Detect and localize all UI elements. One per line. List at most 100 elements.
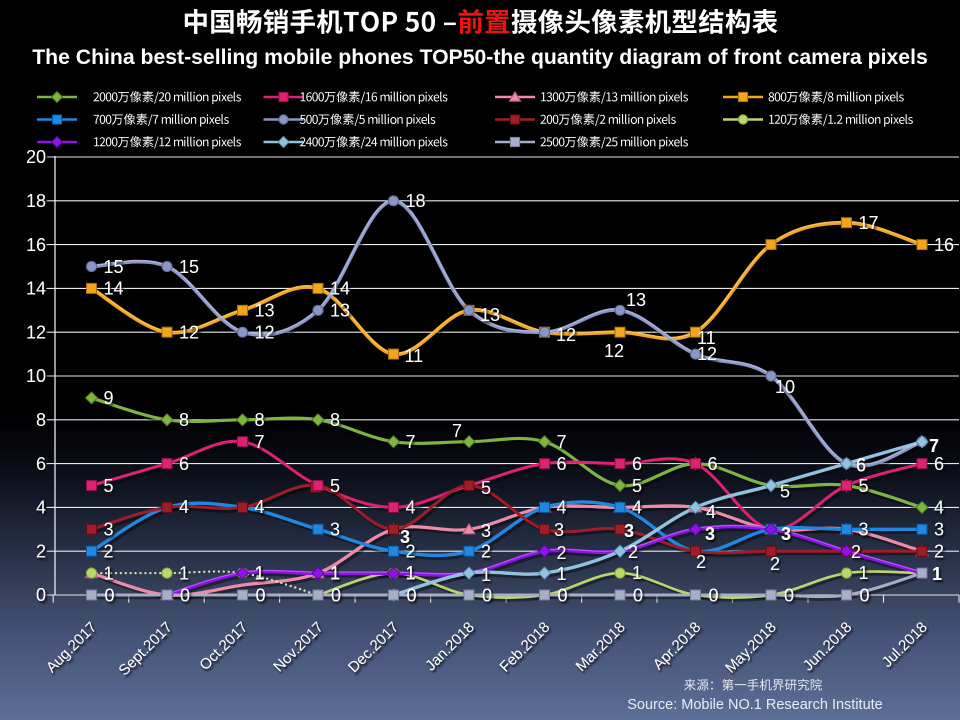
svg-text:0: 0 bbox=[180, 586, 190, 606]
svg-text:3: 3 bbox=[330, 520, 340, 540]
svg-text:3: 3 bbox=[859, 520, 869, 540]
svg-text:4: 4 bbox=[706, 502, 716, 522]
svg-text:12: 12 bbox=[26, 322, 46, 342]
svg-text:1: 1 bbox=[859, 563, 869, 583]
svg-text:6: 6 bbox=[934, 454, 944, 474]
svg-text:13: 13 bbox=[330, 301, 350, 321]
svg-text:1: 1 bbox=[932, 564, 942, 584]
svg-text:Jun.2018: Jun.2018 bbox=[800, 619, 856, 675]
svg-text:1: 1 bbox=[104, 563, 114, 583]
svg-text:3: 3 bbox=[400, 527, 410, 547]
svg-text:6: 6 bbox=[36, 454, 46, 474]
svg-text:10: 10 bbox=[775, 377, 795, 397]
svg-text:12: 12 bbox=[697, 344, 717, 364]
svg-text:5: 5 bbox=[859, 476, 869, 496]
svg-text:6: 6 bbox=[708, 454, 718, 474]
svg-text:3: 3 bbox=[781, 524, 791, 544]
svg-text:4: 4 bbox=[557, 498, 567, 518]
svg-text:2: 2 bbox=[696, 552, 706, 572]
svg-text:Oct.2017: Oct.2017 bbox=[196, 619, 251, 674]
svg-text:4: 4 bbox=[632, 498, 642, 518]
svg-text:12: 12 bbox=[556, 325, 576, 345]
svg-text:8: 8 bbox=[330, 410, 340, 430]
svg-text:3: 3 bbox=[554, 520, 564, 540]
svg-text:Aug.2017: Aug.2017 bbox=[43, 619, 100, 676]
svg-text:5: 5 bbox=[780, 482, 790, 502]
svg-text:6: 6 bbox=[632, 454, 642, 474]
svg-text:13: 13 bbox=[626, 290, 646, 310]
svg-text:1: 1 bbox=[406, 563, 416, 583]
svg-text:5: 5 bbox=[104, 476, 114, 496]
svg-text:2: 2 bbox=[557, 543, 567, 563]
svg-text:5: 5 bbox=[330, 476, 340, 496]
svg-text:1: 1 bbox=[330, 563, 340, 583]
svg-text:May.2018: May.2018 bbox=[722, 619, 780, 677]
svg-text:10: 10 bbox=[26, 366, 46, 386]
svg-text:13: 13 bbox=[480, 305, 500, 325]
svg-text:3: 3 bbox=[705, 524, 715, 544]
svg-text:Feb.2018: Feb.2018 bbox=[496, 619, 553, 676]
svg-text:4: 4 bbox=[406, 498, 416, 518]
svg-text:9: 9 bbox=[104, 388, 114, 408]
svg-text:0: 0 bbox=[482, 586, 492, 606]
svg-text:4: 4 bbox=[179, 497, 189, 517]
svg-text:20: 20 bbox=[26, 147, 46, 167]
svg-text:1: 1 bbox=[330, 563, 340, 583]
svg-text:3: 3 bbox=[934, 520, 944, 540]
svg-text:0: 0 bbox=[860, 586, 870, 606]
svg-text:1: 1 bbox=[481, 565, 491, 585]
svg-text:16: 16 bbox=[934, 235, 954, 255]
svg-text:7: 7 bbox=[557, 432, 567, 452]
svg-text:0: 0 bbox=[256, 586, 266, 606]
svg-text:0: 0 bbox=[633, 586, 643, 606]
svg-text:1: 1 bbox=[406, 563, 416, 583]
svg-text:4: 4 bbox=[36, 498, 46, 518]
svg-text:4: 4 bbox=[934, 498, 944, 518]
svg-text:0: 0 bbox=[558, 586, 568, 606]
svg-text:1: 1 bbox=[255, 563, 265, 583]
svg-text:Dec.2017: Dec.2017 bbox=[345, 619, 402, 676]
svg-text:18: 18 bbox=[26, 191, 46, 211]
svg-text:6: 6 bbox=[856, 455, 866, 475]
svg-text:8: 8 bbox=[255, 410, 265, 430]
svg-text:Mar.2018: Mar.2018 bbox=[573, 619, 629, 675]
svg-text:1: 1 bbox=[179, 563, 189, 583]
svg-text:0: 0 bbox=[105, 586, 115, 606]
svg-text:0: 0 bbox=[784, 586, 794, 606]
svg-text:0: 0 bbox=[407, 586, 417, 606]
svg-text:7: 7 bbox=[452, 421, 462, 441]
svg-text:7: 7 bbox=[406, 432, 416, 452]
svg-text:14: 14 bbox=[330, 279, 350, 299]
svg-text:13: 13 bbox=[255, 301, 275, 321]
svg-text:Sept.2017: Sept.2017 bbox=[115, 619, 175, 679]
svg-text:2: 2 bbox=[36, 541, 46, 561]
svg-text:1: 1 bbox=[632, 563, 642, 583]
svg-text:14: 14 bbox=[26, 279, 46, 299]
svg-text:17: 17 bbox=[859, 213, 879, 233]
svg-text:1: 1 bbox=[557, 564, 567, 584]
svg-text:8: 8 bbox=[179, 410, 189, 430]
svg-text:1: 1 bbox=[255, 563, 265, 583]
svg-text:16: 16 bbox=[26, 235, 46, 255]
svg-text:12: 12 bbox=[255, 323, 275, 343]
svg-text:18: 18 bbox=[406, 191, 426, 211]
svg-text:3: 3 bbox=[481, 521, 491, 541]
svg-text:5: 5 bbox=[632, 476, 642, 496]
svg-text:11: 11 bbox=[697, 328, 716, 348]
svg-text:2: 2 bbox=[104, 542, 114, 562]
svg-text:15: 15 bbox=[179, 257, 199, 277]
svg-text:2: 2 bbox=[406, 542, 416, 562]
svg-text:12: 12 bbox=[179, 323, 199, 343]
svg-text:7: 7 bbox=[255, 432, 265, 452]
svg-text:15: 15 bbox=[104, 257, 124, 277]
svg-text:Jul.2018: Jul.2018 bbox=[879, 619, 931, 671]
svg-text:5: 5 bbox=[481, 478, 491, 498]
svg-text:0: 0 bbox=[331, 586, 341, 606]
svg-text:12: 12 bbox=[604, 341, 624, 361]
svg-text:2: 2 bbox=[851, 542, 861, 562]
svg-text:7: 7 bbox=[929, 436, 939, 456]
svg-text:2: 2 bbox=[770, 554, 780, 574]
svg-text:0: 0 bbox=[709, 586, 719, 606]
svg-text:8: 8 bbox=[36, 410, 46, 430]
svg-text:6: 6 bbox=[179, 454, 189, 474]
